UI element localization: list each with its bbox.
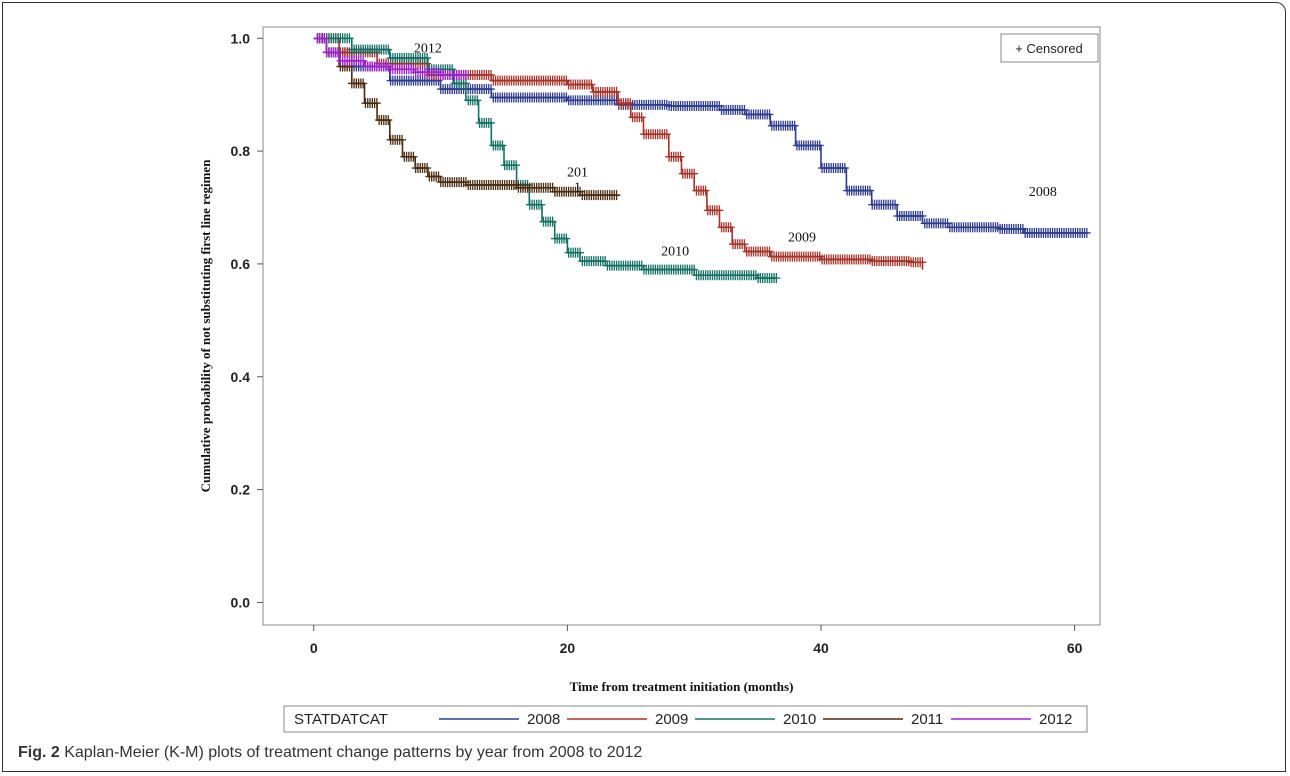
y-tick-label: 1.0 (231, 30, 251, 46)
figure-caption: Fig. 2 Kaplan-Meier (K-M) plots of treat… (18, 744, 642, 762)
series-label-line: 2009 (788, 230, 816, 245)
legend-entry-2012: 2012 (1039, 711, 1072, 728)
caption-text: Kaplan-Meier (K-M) plots of treatment ch… (64, 744, 643, 761)
series-label-line: 2012 (414, 41, 442, 56)
censored-legend-box (1000, 33, 1099, 63)
x-tick-label: 20 (560, 640, 576, 656)
x-tick-label: 40 (813, 640, 829, 656)
series-label-line: 2008 (1029, 185, 1057, 200)
y-tick-label: 0.2 (231, 482, 251, 498)
series-label-2008: 2008 (1029, 185, 1057, 200)
series-label-line: 201 (567, 166, 588, 181)
series-label-line: 2010 (661, 244, 689, 259)
plot-area (262, 26, 1101, 626)
series-label-2010: 2010 (661, 244, 689, 259)
x-tick-label: 60 (1067, 640, 1083, 656)
x-axis-label: Time from treatment initiation (months) (570, 679, 794, 694)
y-tick-label: 0.8 (231, 143, 251, 159)
y-tick-label: 0.4 (231, 369, 251, 385)
caption-label: Fig. 2 (18, 744, 60, 761)
censor-marks-2011 (313, 33, 621, 201)
legend-title: STATDATCAT (294, 711, 388, 728)
legend-entry-2011: 2011 (911, 711, 943, 728)
series-label-2009: 2009 (788, 230, 816, 245)
censor-marks-2009 (313, 33, 927, 268)
series-line-2010 (313, 37, 777, 279)
censor-marks-2012 (313, 33, 470, 80)
y-tick-label: 0.0 (231, 594, 251, 610)
series-label-2012: 2012 (414, 41, 442, 56)
y-axis-label: Cumulative probability of not substituti… (198, 159, 213, 493)
legend-entry-2009: 2009 (655, 711, 688, 728)
series-label-line: 1 (574, 181, 581, 196)
km-chart: 0.0 0.2 0.4 0.6 0.8 1.0 0 20 40 60 Time from treat… (198, 26, 1101, 733)
censored-legend-text: + Censored (1015, 41, 1083, 56)
series-label-2011: 201 1 (567, 166, 588, 196)
x-tick-label: 0 (310, 640, 318, 656)
y-tick-label: 0.6 (231, 256, 251, 272)
censor-marks-2010 (313, 33, 781, 284)
series-line-2009 (313, 37, 924, 270)
legend-entry-2010: 2010 (783, 711, 816, 728)
legend-entry-2008: 2008 (527, 711, 560, 728)
